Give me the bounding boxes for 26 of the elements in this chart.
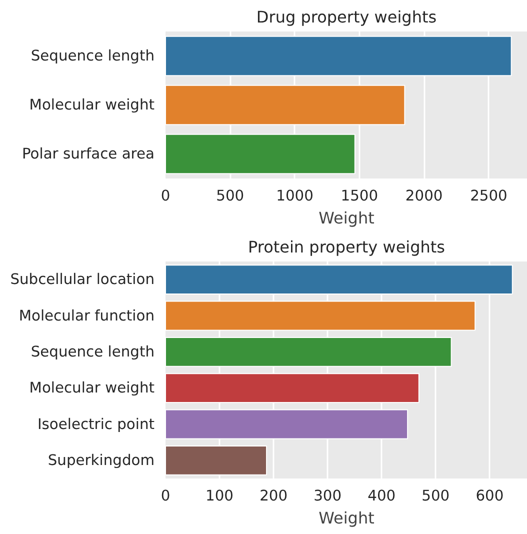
x-tick-label: 1000 <box>276 188 314 204</box>
x-tick-label: 0 <box>160 488 170 504</box>
x-tick-label: 1500 <box>340 188 378 204</box>
x-tick-label: 500 <box>422 488 450 504</box>
y-tick-label: Isoelectric point <box>37 416 155 433</box>
chart-title: Protein property weights <box>248 238 446 256</box>
y-tick-label: Polar surface area <box>22 146 155 162</box>
x-tick-label: 200 <box>260 488 288 504</box>
y-tick-label: Molecular function <box>18 307 154 324</box>
y-tick-label: Sequence length <box>30 343 155 360</box>
y-tick-label: Sequence length <box>30 48 155 64</box>
x-tick-label: 400 <box>368 488 396 504</box>
y-tick-label: Superkingdom <box>48 452 155 469</box>
x-tick-label: 2000 <box>405 188 443 204</box>
x-axis-title: Weight <box>318 508 374 528</box>
x-tick-label: 0 <box>160 188 170 204</box>
y-tick-label: Molecular weight <box>29 96 155 114</box>
x-tick-label: 100 <box>206 488 234 504</box>
y-tick-label: Molecular weight <box>29 380 155 397</box>
y-tick-label: Subcellular location <box>10 271 155 288</box>
x-tick-label: 2500 <box>470 188 508 204</box>
x-tick-label: 300 <box>314 488 342 504</box>
chart-title: Drug property weights <box>256 8 437 26</box>
x-tick-label: 500 <box>216 188 244 204</box>
x-axis-title: Weight <box>318 208 374 228</box>
x-tick-label: 600 <box>476 488 504 504</box>
